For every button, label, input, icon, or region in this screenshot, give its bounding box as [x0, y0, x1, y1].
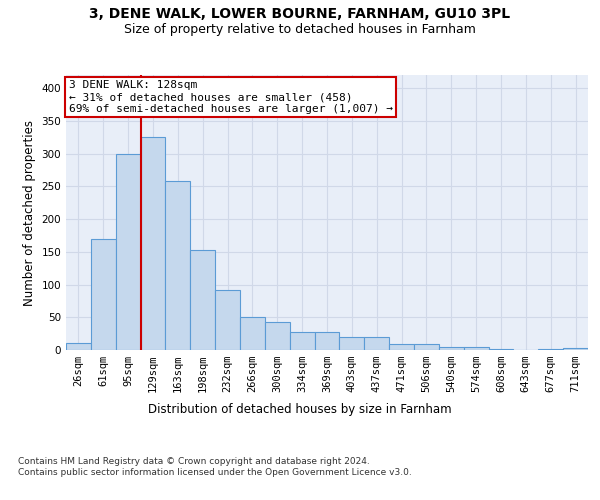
- Bar: [240, 318, 265, 350]
- Bar: [439, 348, 464, 350]
- Bar: [364, 337, 389, 350]
- Bar: [563, 348, 588, 350]
- Text: Contains HM Land Registry data © Crown copyright and database right 2024.
Contai: Contains HM Land Registry data © Crown c…: [18, 458, 412, 477]
- Bar: [340, 337, 364, 350]
- Text: 3 DENE WALK: 128sqm
← 31% of detached houses are smaller (458)
69% of semi-detac: 3 DENE WALK: 128sqm ← 31% of detached ho…: [68, 80, 392, 114]
- Text: Distribution of detached houses by size in Farnham: Distribution of detached houses by size …: [148, 402, 452, 415]
- Bar: [116, 154, 140, 350]
- Bar: [314, 332, 340, 350]
- Y-axis label: Number of detached properties: Number of detached properties: [23, 120, 36, 306]
- Bar: [464, 348, 488, 350]
- Bar: [389, 344, 414, 350]
- Bar: [166, 181, 190, 350]
- Bar: [290, 332, 314, 350]
- Bar: [66, 343, 91, 350]
- Bar: [414, 344, 439, 350]
- Bar: [190, 250, 215, 350]
- Bar: [140, 137, 166, 350]
- Text: Size of property relative to detached houses in Farnham: Size of property relative to detached ho…: [124, 22, 476, 36]
- Bar: [91, 238, 116, 350]
- Bar: [215, 290, 240, 350]
- Text: 3, DENE WALK, LOWER BOURNE, FARNHAM, GU10 3PL: 3, DENE WALK, LOWER BOURNE, FARNHAM, GU1…: [89, 8, 511, 22]
- Bar: [265, 322, 290, 350]
